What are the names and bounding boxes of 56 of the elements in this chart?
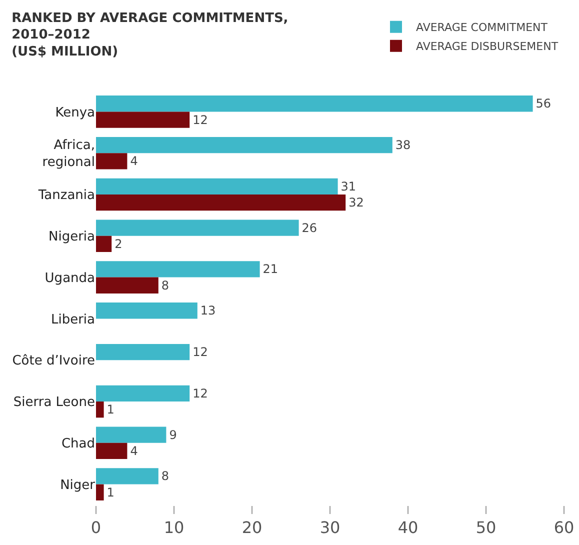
data-label: 56 (536, 96, 552, 111)
x-tick-label: 10 (164, 518, 184, 538)
y-tick-label: Uganda (44, 270, 95, 286)
bar (96, 402, 104, 418)
x-tick-label: 0 (90, 518, 102, 538)
data-label: 8 (161, 469, 170, 484)
legend-label: AVERAGE COMMITMENT (416, 21, 548, 34)
y-tick-label: Kenya (55, 105, 95, 120)
x-tick-label: 30 (320, 518, 340, 538)
bar (96, 220, 299, 236)
x-tick-label: 60 (554, 518, 574, 538)
bar (96, 344, 190, 360)
data-label: 12 (192, 345, 208, 360)
x-tick-label: 40 (398, 518, 418, 538)
data-label: 2 (114, 236, 122, 251)
bar (96, 194, 346, 211)
bar (96, 178, 338, 194)
bar (96, 442, 128, 460)
y-tick-label: Sierra Leone (13, 395, 95, 410)
y-tick-label: Niger (60, 478, 96, 493)
bar (96, 468, 158, 484)
y-tick-label: Nigeria (48, 229, 95, 244)
bar (96, 112, 190, 128)
bar (96, 484, 104, 500)
bar (96, 136, 392, 154)
bar (96, 277, 158, 294)
x-tick-label: 20 (242, 518, 262, 538)
data-label: 12 (192, 386, 208, 400)
bar (96, 96, 533, 112)
data-label: 31 (340, 179, 356, 194)
y-tick-label: Africa, regional (42, 138, 95, 170)
data-label: 4 (130, 444, 138, 458)
data-label: 32 (348, 196, 364, 210)
data-label: 4 (130, 154, 138, 168)
data-label: 26 (302, 220, 318, 235)
y-tick-label: Côte d’Ivoire (12, 354, 95, 369)
data-label: 12 (192, 112, 208, 127)
data-label: 1 (106, 485, 114, 500)
data-label: 13 (200, 304, 216, 318)
data-label: 1 (106, 402, 114, 417)
bar (96, 153, 128, 170)
bar (96, 236, 112, 252)
bar (96, 385, 190, 402)
data-label: 8 (161, 278, 170, 292)
data-label: 21 (262, 262, 278, 276)
bar (96, 426, 166, 443)
data-label: 9 (169, 428, 177, 442)
y-tick-label: Tanzania (37, 188, 95, 204)
y-tick-label: Chad (61, 436, 95, 452)
bar (96, 302, 198, 319)
data-label: 38 (395, 138, 411, 152)
bar (96, 261, 260, 278)
chart-title: RANKED BY AVERAGE COMMITMENTS, 2010–2012 (US$ MILLION) (12, 10, 288, 60)
y-tick-label: Liberia (50, 312, 95, 328)
legend-label: AVERAGE DISBURSEMENT (416, 40, 558, 54)
x-tick-label: 50 (476, 518, 496, 538)
